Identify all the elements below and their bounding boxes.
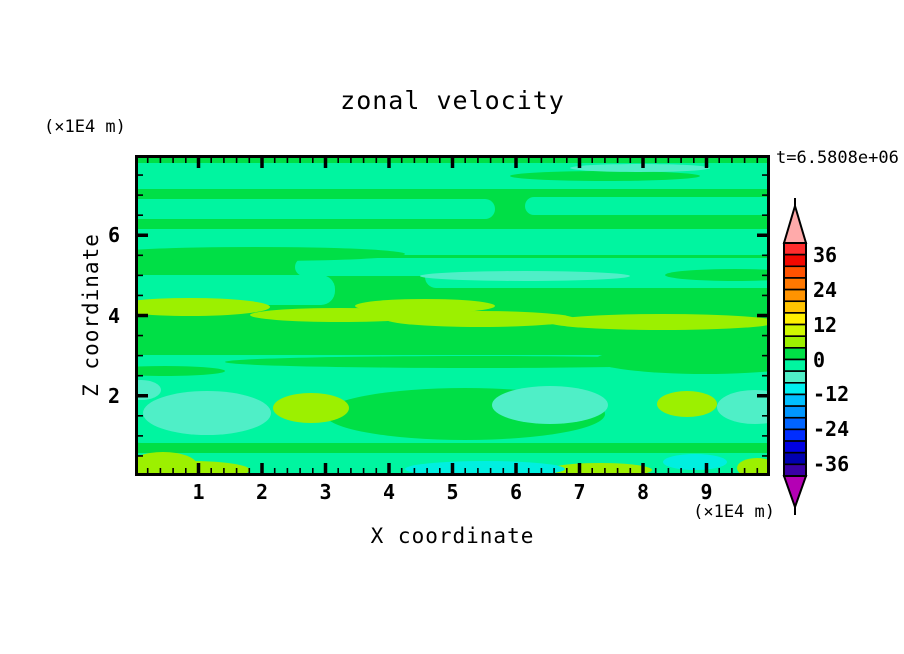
colorbar-tick-label: -12 — [813, 382, 850, 407]
timestamp-label: t=6.5808e+06 — [776, 148, 899, 168]
colorbar-tick-label: 36 — [813, 242, 838, 267]
contour-blob — [510, 171, 700, 181]
contour-blob — [548, 463, 652, 476]
colorbar-segment — [783, 382, 807, 396]
x-tick-label: 3 — [319, 480, 332, 504]
z-tick-label: 6 — [107, 223, 120, 248]
colorbar-tick-label: 12 — [813, 312, 838, 337]
colorbar-segment — [783, 463, 807, 477]
contour-blob — [143, 391, 271, 435]
contour-band — [135, 199, 495, 219]
colorbar-segment — [783, 440, 807, 454]
colorbar-over-arrow — [782, 202, 808, 244]
colorbar — [782, 198, 808, 515]
x-axis-title: X coordinate — [370, 524, 535, 548]
contour-blob — [492, 386, 608, 424]
colorbar-segment — [783, 288, 807, 303]
colorbar-segment — [783, 416, 807, 431]
contour-blob — [595, 346, 770, 374]
colorbar-segment — [783, 393, 807, 407]
colorbar-tick-label: 24 — [813, 277, 838, 302]
colorbar-segment — [783, 312, 807, 326]
contour-blob — [135, 298, 270, 316]
contour-blob — [273, 393, 349, 423]
colorbar-tick-label: -36 — [813, 452, 850, 477]
plot-title: zonal velocity — [340, 86, 565, 115]
colorbar-under-arrow — [782, 475, 808, 510]
x-tick-label: 4 — [382, 480, 396, 504]
contour-band — [135, 275, 335, 305]
contour-blob — [405, 461, 565, 476]
colorbar-segment — [783, 405, 807, 419]
colorbar-segment — [783, 323, 807, 338]
x-axis-unit-label: (×1E4 m) — [693, 502, 775, 522]
contour-blob — [717, 390, 770, 424]
contour-blob — [570, 164, 710, 172]
z-tick-label: 4 — [107, 303, 120, 328]
contour-blob — [657, 391, 717, 417]
colorbar-segment — [783, 428, 807, 442]
colorbar-segment — [783, 451, 807, 466]
colorbar-segment — [783, 277, 807, 291]
x-tick-label: 5 — [446, 480, 459, 504]
contour-blob — [355, 299, 495, 313]
z-axis-unit-label: (×1E4 m) — [44, 117, 126, 137]
contour-blob — [663, 454, 727, 470]
contour-blob — [135, 247, 405, 261]
colorbar-outline — [783, 242, 807, 477]
colorbar-tick-label: -24 — [813, 417, 850, 442]
colorbar-segment — [783, 242, 807, 256]
colorbar-segment — [783, 370, 807, 384]
x-tick-label: 8 — [636, 480, 650, 504]
x-tick-label: 7 — [573, 480, 586, 504]
contour-blob — [420, 271, 630, 281]
contour-band — [525, 197, 770, 215]
colorbar-segment — [783, 347, 807, 361]
colorbar-tick-label: 0 — [813, 347, 826, 372]
colorbar-segment — [783, 300, 807, 314]
z-tick-label: 2 — [107, 383, 120, 408]
x-tick-label: 9 — [700, 480, 713, 504]
contour-blob — [665, 269, 770, 281]
plot-frame — [135, 155, 770, 476]
contour-plot — [135, 155, 770, 476]
x-tick-label: 6 — [509, 480, 523, 504]
contour-blob — [385, 311, 575, 327]
contour-blob — [135, 366, 225, 376]
x-tick-label: 1 — [192, 480, 205, 504]
colorbar-segment — [783, 358, 807, 372]
contour-blob — [548, 314, 770, 330]
colorbar-segment — [783, 253, 807, 268]
x-tick-label: 2 — [255, 480, 269, 504]
colorbar-segment — [783, 335, 807, 349]
colorbar-segment — [783, 265, 807, 279]
contour-blob — [135, 461, 250, 476]
